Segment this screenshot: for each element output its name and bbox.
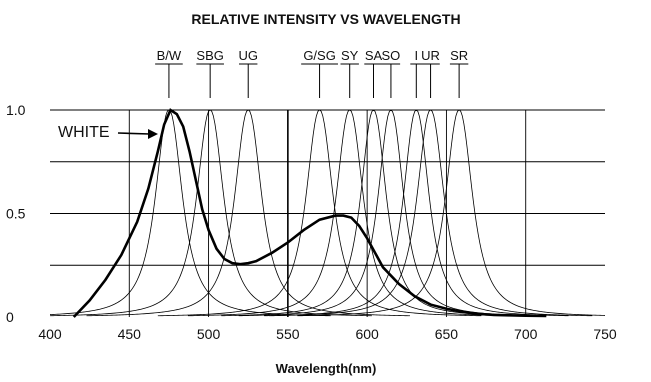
curve-so [238, 109, 544, 317]
series-label-1: SBG [196, 48, 223, 63]
y-tick-0: 0 [6, 309, 14, 325]
series-label-4: SY [341, 48, 359, 63]
grid [50, 109, 605, 317]
x-axis-label: Wavelength(nm) [276, 361, 377, 376]
series-label-6: SO [382, 48, 401, 63]
x-tick-7: 750 [593, 326, 617, 342]
curve-sa [221, 109, 526, 317]
series-label-3: G/SG [303, 48, 336, 63]
white-annotation: WHITE [58, 124, 158, 141]
y-tick-2: 0.5 [6, 206, 26, 222]
axis-ticks: 400 450 500 550 600 650 700 750 0 0.5 1.0 [6, 102, 617, 342]
series-label-8: UR [421, 48, 440, 63]
series-label-9: SR [450, 48, 468, 63]
white-label: WHITE [58, 124, 110, 141]
series-labels: B/W SBG UG G/SG SY SA SO I UR SR [155, 48, 469, 98]
x-tick-1: 450 [118, 326, 142, 342]
x-tick-6: 700 [514, 326, 538, 342]
series-label-0: B/W [157, 48, 182, 63]
curve-g-sg [157, 109, 482, 317]
curve-i [264, 109, 569, 317]
white-curve [72, 108, 547, 318]
curve-ur [268, 109, 593, 317]
series-label-7: I [414, 48, 418, 63]
x-tick-3: 550 [276, 326, 300, 342]
led-curves [49, 109, 606, 317]
curve-sr [297, 109, 606, 317]
white-arrow-head [148, 129, 158, 139]
series-label-5: SA [365, 48, 383, 63]
x-tick-0: 400 [38, 326, 62, 342]
x-tick-5: 650 [435, 326, 459, 342]
chart-title: RELATIVE INTENSITY VS WAVELENGTH [191, 11, 460, 27]
x-tick-2: 500 [197, 326, 221, 342]
x-tick-4: 600 [355, 326, 379, 342]
white-arrow-line [117, 132, 151, 135]
y-tick-4: 1.0 [6, 102, 26, 118]
curve-sy [187, 109, 512, 317]
series-label-2: UG [238, 48, 258, 63]
